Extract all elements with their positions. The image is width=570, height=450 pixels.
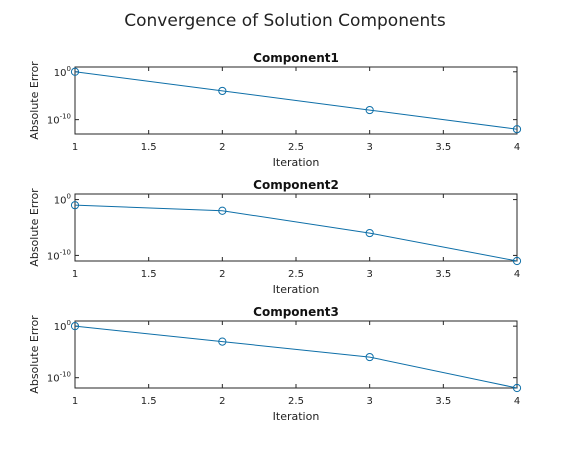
data-point-marker	[365, 352, 374, 362]
x-axis-label: Iteration	[273, 156, 320, 169]
data-point-marker	[70, 67, 80, 76]
x-tick-label: 2.5	[288, 396, 304, 407]
x-tick-label: 3.5	[435, 142, 451, 153]
x-axis-label: Iteration	[273, 410, 320, 423]
x-tick-label: 3	[366, 396, 372, 407]
series-line	[74, 325, 518, 389]
x-tick-label: 4	[514, 269, 520, 280]
y-tick-label: 10-10	[47, 248, 71, 262]
data-point-marker	[218, 206, 227, 215]
subplot-title: Component1	[253, 51, 339, 65]
figure-title: Convergence of Solution Components	[124, 11, 446, 31]
y-axis-label: Absolute Error	[28, 188, 41, 267]
data-point-marker	[70, 322, 80, 331]
x-tick-label: 1	[72, 142, 78, 153]
series-line	[74, 71, 518, 130]
data-point-marker	[512, 125, 522, 134]
x-tick-label: 3	[366, 269, 372, 280]
x-tick-label: 3.5	[435, 396, 451, 407]
y-axis-label: Absolute Error	[28, 315, 41, 394]
x-tick-label: 3.5	[435, 269, 451, 280]
data-point-marker	[512, 383, 522, 393]
subplot-title: Component3	[253, 305, 339, 319]
x-axis-label: Iteration	[273, 283, 320, 296]
x-tick-label: 4	[514, 142, 520, 153]
data-point-marker	[218, 86, 227, 96]
data-point-marker	[365, 105, 374, 115]
x-tick-label: 3	[366, 142, 372, 153]
x-tick-label: 1	[72, 396, 78, 407]
data-point-marker	[365, 228, 374, 238]
subplot-title: Component2	[253, 178, 339, 192]
x-tick-label: 1.5	[141, 269, 157, 280]
data-point-marker	[218, 337, 227, 346]
y-tick-label: 100	[54, 65, 71, 79]
y-tick-label: 10-10	[47, 113, 71, 127]
plot-area	[74, 193, 518, 262]
y-tick-label: 100	[54, 193, 71, 207]
y-tick-label: 100	[54, 319, 71, 333]
data-point-marker	[512, 256, 522, 266]
x-tick-label: 1	[72, 269, 78, 280]
plot-area	[74, 320, 518, 389]
series-line	[74, 204, 518, 262]
y-axis-label: Absolute Error	[28, 61, 41, 140]
y-tick-label: 10-10	[47, 371, 71, 385]
x-tick-label: 1.5	[141, 396, 157, 407]
subplot-2: Component2 1 1.5 2 2.5 3 3.5 4 100 10-10 Iteration…	[28, 178, 522, 296]
subplot-3: Component3 1 1.5 2 2.5 3 3.5 4 100 10-10 Iteration…	[28, 305, 522, 423]
x-tick-label: 2	[219, 142, 225, 153]
x-tick-label: 2	[219, 269, 225, 280]
x-tick-label: 4	[514, 396, 520, 407]
x-tick-label: 2.5	[288, 142, 304, 153]
x-tick-label: 2.5	[288, 269, 304, 280]
x-tick-label: 2	[219, 396, 225, 407]
data-point-marker	[70, 201, 80, 210]
subplot-1: Component1 1 1.5 2 2.5 3 3.5 4 100 10-10 Iteration…	[28, 51, 522, 169]
x-tick-label: 1.5	[141, 142, 157, 153]
